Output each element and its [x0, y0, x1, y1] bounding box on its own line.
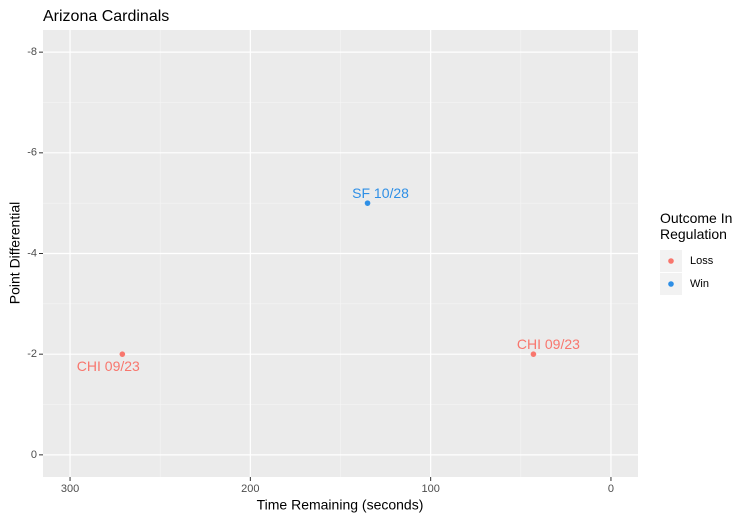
x-tick-label: 0 — [608, 483, 614, 495]
point-label: SF 10/28 — [352, 185, 409, 201]
y-tick-label: 0 — [31, 449, 37, 461]
legend-title-box: Outcome In Regulation — [660, 210, 733, 242]
legend-swatch — [668, 281, 674, 287]
x-tick-label: 300 — [61, 483, 79, 495]
point-label: CHI 09/23 — [77, 358, 140, 374]
y-tick-label: -2 — [27, 348, 37, 360]
point-label: CHI 09/23 — [517, 336, 580, 352]
y-axis-label: Point Differential — [7, 202, 23, 304]
point — [119, 351, 126, 357]
point — [364, 200, 371, 206]
point — [530, 351, 537, 357]
legend-title: Outcome In Regulation — [660, 210, 733, 242]
chart-title: Arizona Cardinals — [43, 8, 169, 25]
x-tick-label: 100 — [421, 483, 439, 495]
y-tick-label: -4 — [27, 247, 37, 259]
x-axis-label: Time Remaining (seconds) — [257, 497, 424, 513]
legend-label: Win — [690, 278, 709, 290]
y-tick-label: -6 — [27, 147, 37, 159]
legend-swatch — [668, 258, 674, 264]
y-tick-label: -8 — [27, 46, 37, 58]
legend-label: Loss — [690, 255, 714, 267]
x-tick-label: 200 — [241, 483, 259, 495]
